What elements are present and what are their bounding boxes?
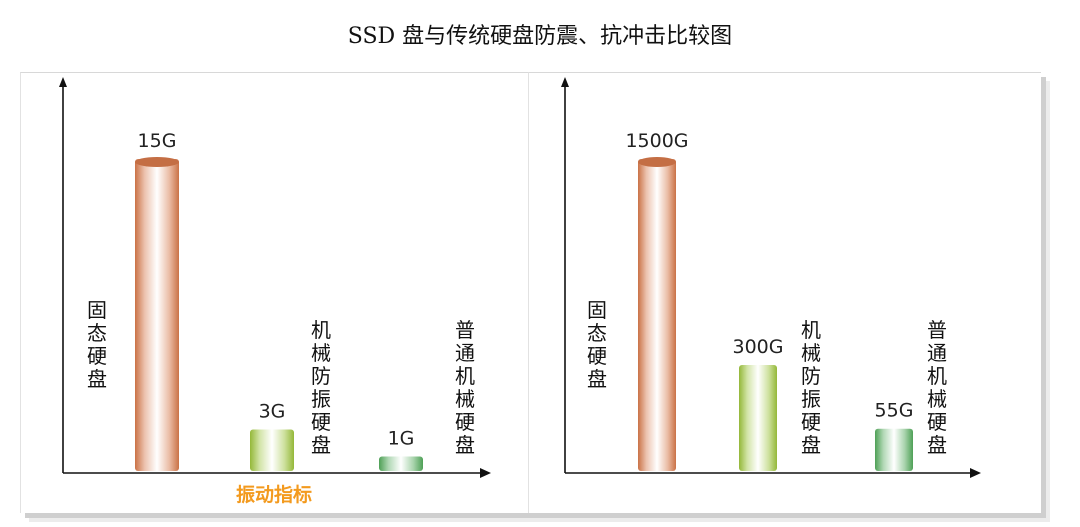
- category-label: 机械防振硬盘: [311, 318, 331, 457]
- x-axis-arrow-icon: [970, 468, 981, 478]
- x-axis-title: 振动指标: [236, 483, 312, 506]
- vibration-chart-panel: 15G 固态硬盘 3G 机械防振硬盘 1G 普通机械硬盘振动指标: [20, 72, 531, 513]
- bar-cap: [638, 157, 676, 167]
- page-title: SSD 盘与传统硬盘防震、抗冲击比较图: [347, 24, 733, 49]
- bar: [638, 159, 676, 471]
- bar-value-label: 1500G: [625, 130, 688, 152]
- y-axis-arrow-icon: [561, 77, 569, 87]
- bar: [135, 159, 179, 471]
- bar-value-label: 300G: [733, 336, 784, 358]
- category-label: 机械防振硬盘: [801, 318, 821, 457]
- chart-svg: 1500G 固态硬盘 300G 机械防振硬盘 55G 普通机械硬盘: [561, 77, 981, 478]
- category-label: 普通机械硬盘: [455, 318, 475, 457]
- bar: [875, 428, 913, 471]
- bar-value-label: 15G: [138, 130, 177, 152]
- bar-cap: [135, 157, 179, 167]
- category-label: 固态硬盘: [587, 298, 607, 391]
- y-axis-arrow-icon: [59, 77, 67, 87]
- bar: [739, 365, 777, 471]
- shock-chart-panel: 1500G 固态硬盘 300G 机械防振硬盘 55G 普通机械硬盘: [528, 72, 1041, 513]
- category-label: 普通机械硬盘: [927, 318, 947, 457]
- bar: [250, 429, 294, 471]
- category-label: 固态硬盘: [87, 298, 107, 391]
- bar: [379, 456, 423, 471]
- bar-value-label: 55G: [875, 400, 914, 422]
- bar-value-label: 3G: [259, 401, 286, 423]
- x-axis-arrow-icon: [480, 468, 491, 478]
- bar-value-label: 1G: [388, 428, 415, 450]
